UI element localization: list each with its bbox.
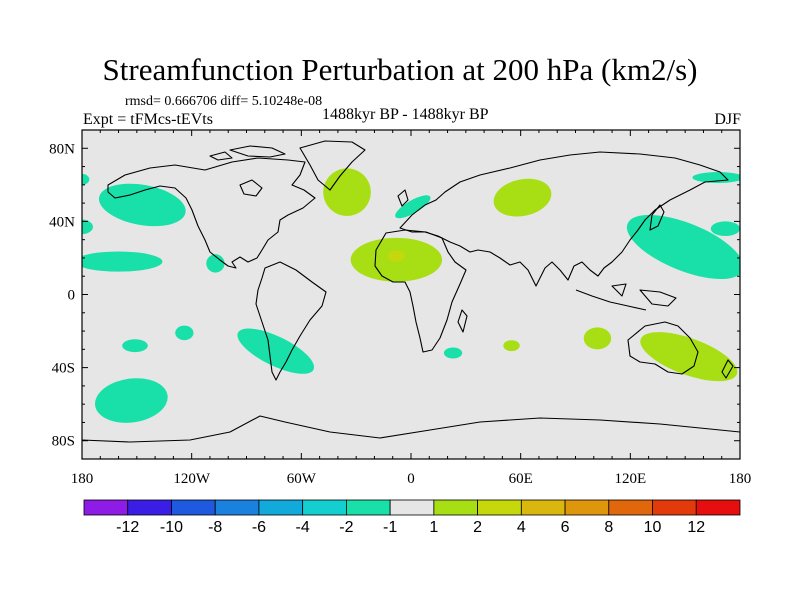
colorbar-label: -12 <box>116 519 139 536</box>
y-tick-label: 40N <box>49 214 75 230</box>
coastline-hudson-bay <box>239 179 263 197</box>
y-tick-label: 0 <box>68 288 76 304</box>
y-tick-label: 80S <box>52 434 75 450</box>
colorbar-swatch <box>564 499 610 516</box>
y-tick-label: 80N <box>49 141 75 157</box>
colorbar-label: 12 <box>687 519 705 536</box>
anomaly-asia-positive <box>493 178 552 217</box>
anomaly-north-atlantic-positive <box>323 168 371 216</box>
anomaly-indian-ocean-positive <box>583 327 612 350</box>
season-label: DJF <box>714 111 741 128</box>
coastlines <box>82 140 740 443</box>
period-label: 1488kyr BP - 1488kyr BP <box>322 106 489 123</box>
x-tick-label: 180 <box>71 471 94 487</box>
colorbar-label: -2 <box>339 519 353 536</box>
colorbar-label: 6 <box>561 519 570 536</box>
colorbar-label: 8 <box>604 519 613 536</box>
colorbar-label: -6 <box>252 519 266 536</box>
axis-ticks <box>81 129 741 460</box>
anomaly-layer <box>82 168 740 423</box>
coastline-madagascar <box>457 309 468 333</box>
colorbar-swatch <box>652 499 697 516</box>
colorbar-swatch <box>520 499 566 516</box>
x-tick-label: 120E <box>614 471 646 487</box>
coastline-australia <box>627 321 699 375</box>
axis-tick-labels: 180 120W 60W 0 60E 120E 180 80N 40N 0 40S 80S <box>49 141 751 487</box>
anomaly-north-pacific-east-negative <box>82 251 163 272</box>
coastline-south-america <box>255 261 327 381</box>
colorbar-swatch <box>127 499 172 516</box>
anomaly-pacific-edge-negative <box>710 221 740 237</box>
coastline-north-america <box>107 157 316 269</box>
coastline-japan <box>649 204 665 231</box>
coastline-eurasia <box>399 151 729 287</box>
colorbar-label: 10 <box>644 519 662 536</box>
anomaly-east-pacific-negative <box>206 254 225 273</box>
colorbar <box>83 499 741 516</box>
x-tick-label: 60W <box>287 471 317 487</box>
anomaly-south-america-negative <box>237 328 315 374</box>
anomaly-east-pacific-small-negative <box>82 219 93 235</box>
anomaly-south-pacific-negative-3 <box>95 378 168 423</box>
anomaly-west-pacific-negative <box>626 214 740 280</box>
colorbar-swatch <box>171 499 216 516</box>
coastline-britain <box>397 189 409 207</box>
anomaly-south-pacific-negative-1 <box>175 325 194 341</box>
x-tick-label: 120W <box>173 471 211 487</box>
anomaly-africa-south-positive <box>503 340 520 352</box>
coastline-new-zealand <box>721 359 734 379</box>
anomaly-africa-positive-core <box>388 250 405 262</box>
colorbar-label: 2 <box>473 519 482 536</box>
colorbar-label: -1 <box>383 519 397 536</box>
colorbar-swatch <box>258 499 304 516</box>
anomaly-north-pacific-west-negative <box>98 183 186 227</box>
coastline-arctic-islands <box>209 145 286 161</box>
anomaly-south-africa-negative <box>443 347 463 359</box>
coastline-africa <box>374 229 467 353</box>
colorbar-label: 4 <box>517 519 526 536</box>
colorbar-swatch <box>302 499 347 516</box>
anomaly-south-pacific-negative-2 <box>122 339 148 353</box>
colorbar-swatch <box>345 499 391 516</box>
colorbar-label: -4 <box>296 519 310 536</box>
colorbar-label: 1 <box>429 519 438 536</box>
colorbar-swatch <box>389 499 435 516</box>
anomaly-pacific-dateline-negative <box>82 173 90 185</box>
colorbar-labels: -12 -10 -8 -6 -4 -2 -1 1 2 4 6 8 10 12 <box>116 519 705 536</box>
colorbar-label: -10 <box>160 519 183 536</box>
rmsd-diff-label: rmsd= 0.666706 diff= 5.10248e-08 <box>125 94 323 109</box>
colorbar-swatch <box>433 499 479 516</box>
y-tick-label: 40S <box>52 361 75 377</box>
colorbar-swatch <box>695 499 741 516</box>
x-tick-label: 180 <box>729 471 752 487</box>
colorbar-label: -8 <box>208 519 222 536</box>
coastline-indonesia <box>575 283 677 311</box>
x-tick-label: 0 <box>407 471 415 487</box>
colorbar-swatch <box>608 499 653 516</box>
colorbar-swatch <box>477 499 522 516</box>
anomaly-north-atlantic-negative <box>395 195 431 219</box>
coastline-antarctica <box>82 415 740 443</box>
colorbar-swatch <box>83 499 129 516</box>
x-tick-label: 60E <box>509 471 533 487</box>
anomaly-australia-positive <box>640 332 738 382</box>
coastline-greenland <box>299 140 366 191</box>
colorbar-swatch <box>214 499 260 516</box>
chart-title: Streamfunction Perturbation at 200 hPa (… <box>102 52 698 87</box>
experiment-label: Expt = tFMcs-tEVts <box>83 111 213 128</box>
